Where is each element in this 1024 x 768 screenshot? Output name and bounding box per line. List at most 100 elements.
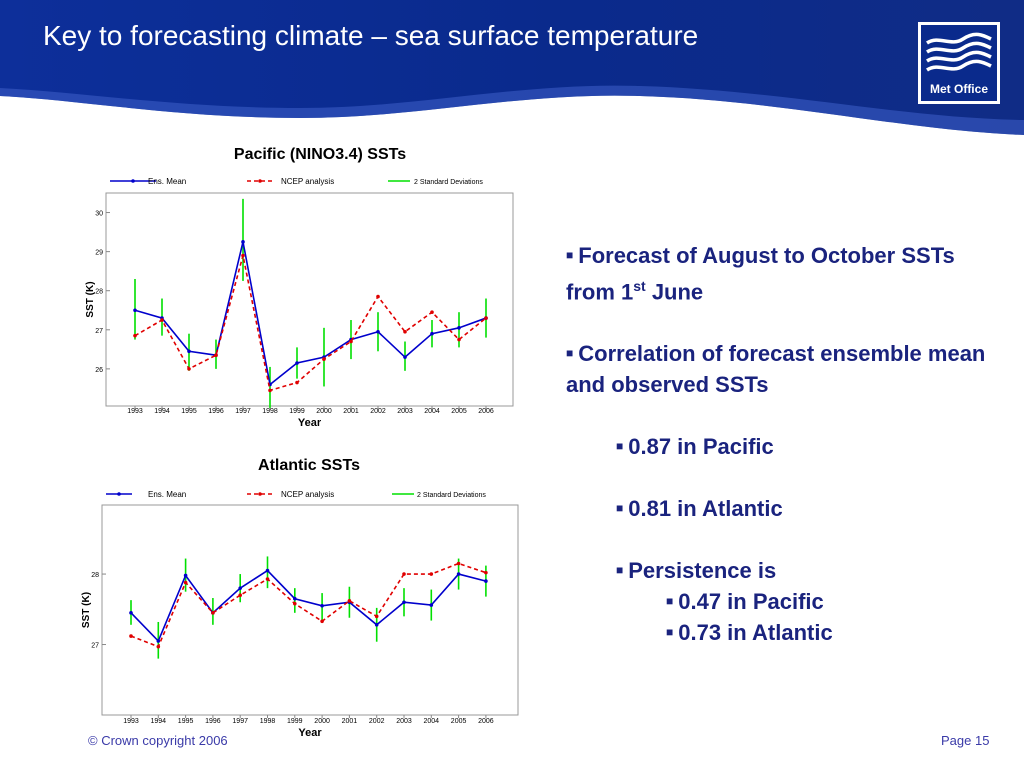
legend-label: 2 Standard Deviations [414, 179, 483, 186]
ncep-point [322, 357, 326, 361]
bullet-correlation-text: Correlation of forecast ensemble mean an… [566, 341, 986, 398]
bullet-square-icon: ■ [666, 594, 674, 609]
ens-mean-point [484, 579, 488, 583]
ens-mean-point [374, 622, 379, 627]
bullet-square-icon: ■ [566, 248, 574, 262]
ncep-point [183, 580, 188, 585]
bullet-forecast-sup: st [633, 278, 646, 294]
y-tick-label: 27 [95, 328, 103, 335]
x-axis-label: Year [298, 417, 322, 429]
bullet-correlation: ■ Correlation of forecast ensemble mean a… [566, 338, 986, 400]
ens-mean-point [457, 326, 461, 330]
x-tick-label: 2005 [451, 408, 467, 415]
bullet-forecast: ■ Forecast of August to October SSTs from… [566, 240, 986, 307]
ens-mean-point [187, 349, 191, 354]
bullet-square-icon: ■ [566, 346, 574, 361]
ncep-point [241, 253, 245, 258]
ncep-point [214, 353, 218, 357]
x-tick-label: 2001 [342, 718, 358, 725]
x-tick-label: 2004 [424, 408, 440, 415]
y-tick-label: 28 [95, 289, 103, 296]
bullet-persistence: ■ Persistence is [566, 555, 986, 586]
y-tick-label: 29 [95, 250, 103, 257]
legend-marker [258, 179, 262, 183]
ens-mean-point [238, 586, 242, 590]
x-tick-label: 2003 [397, 408, 413, 415]
ncep-line [134, 255, 487, 392]
pacific-chart-title: Pacific (NINO3.4) SSTs [233, 146, 407, 163]
x-tick-label: 2000 [316, 408, 332, 415]
ncep-line [130, 562, 487, 648]
x-tick-label: 1999 [289, 408, 305, 415]
x-tick-label: 1994 [154, 408, 170, 415]
legend-label: NCEP analysis [281, 490, 334, 499]
ens-mean-point [295, 361, 299, 365]
ens-mean-point [320, 603, 324, 608]
x-tick-label: 1998 [262, 408, 278, 415]
legend-label: NCEP analysis [281, 177, 334, 186]
x-tick-label: 1994 [151, 718, 167, 725]
legend-marker [117, 492, 121, 496]
legend-marker [258, 492, 262, 496]
x-tick-label: 1997 [235, 408, 251, 415]
ncep-point [347, 599, 352, 603]
ncep-point [456, 561, 461, 566]
ncep-point [268, 388, 272, 393]
ncep-point [457, 337, 461, 342]
ncep-point [484, 316, 488, 320]
x-tick-label: 1998 [260, 718, 276, 725]
x-tick-label: 1993 [123, 718, 139, 725]
copyright-footer: © Crown copyright 2006 [88, 733, 228, 748]
x-tick-label: 1996 [205, 718, 221, 725]
x-tick-label: 2006 [478, 408, 494, 415]
ncep-point [320, 619, 324, 624]
ens-mean-point [376, 329, 380, 334]
ncep-point [160, 318, 164, 322]
y-tick-label: 27 [91, 643, 99, 650]
x-tick-label: 2000 [314, 718, 330, 725]
logo-text: Met Office [929, 82, 988, 96]
y-tick-label: 26 [95, 367, 103, 374]
ens-mean-line [134, 241, 487, 386]
x-tick-label: 1996 [208, 408, 224, 415]
plot-frame [101, 504, 519, 716]
ncep-point [403, 329, 407, 334]
bullet-square-icon: ■ [616, 439, 624, 454]
y-tick-label: 28 [91, 572, 99, 579]
ncep-point [429, 572, 434, 576]
x-tick-label: 2005 [451, 718, 467, 725]
wave-logo-icon [926, 32, 992, 72]
x-tick-label: 2003 [396, 718, 412, 725]
plot-frame [105, 192, 514, 407]
ncep-point [402, 572, 406, 576]
met-office-logo: Met Office [918, 22, 1000, 104]
x-tick-label: 1997 [232, 718, 248, 725]
x-axis-label: Year [298, 727, 322, 739]
ens-mean-point [430, 331, 434, 336]
ncep-point [293, 601, 297, 606]
header-background [0, 0, 1024, 135]
atlantic-chart-title: Atlantic SSTs [258, 457, 360, 474]
ncep-point [156, 644, 161, 649]
x-tick-label: 1995 [181, 408, 197, 415]
ncep-point [430, 310, 434, 315]
ncep-point [129, 634, 133, 638]
bullet-square-icon: ■ [666, 625, 674, 640]
ncep-point [187, 367, 191, 371]
bullet-forecast-text: Forecast of August to October SSTs from … [566, 243, 955, 305]
slide-title: Key to forecasting climate – sea surface… [43, 20, 699, 51]
legend-label: 2 Standard Deviations [417, 492, 486, 499]
x-tick-label: 1993 [127, 408, 143, 415]
ncep-point [484, 570, 488, 575]
y-tick-label: 30 [95, 211, 103, 218]
bullet-persistence-atlantic-text: 0.73 in Atlantic [678, 620, 833, 646]
y-axis-label: SST (K) [81, 592, 92, 628]
y-axis-label: SST (K) [85, 281, 96, 317]
bullet-persistence-pacific: ■ 0.47 in Pacific [566, 586, 986, 617]
header-band: Key to forecasting climate – sea surface… [0, 0, 1024, 135]
page-number: Page 15 [941, 733, 990, 748]
bullet-persistence-text: Persistence is [628, 558, 777, 584]
x-tick-label: 2004 [424, 718, 440, 725]
